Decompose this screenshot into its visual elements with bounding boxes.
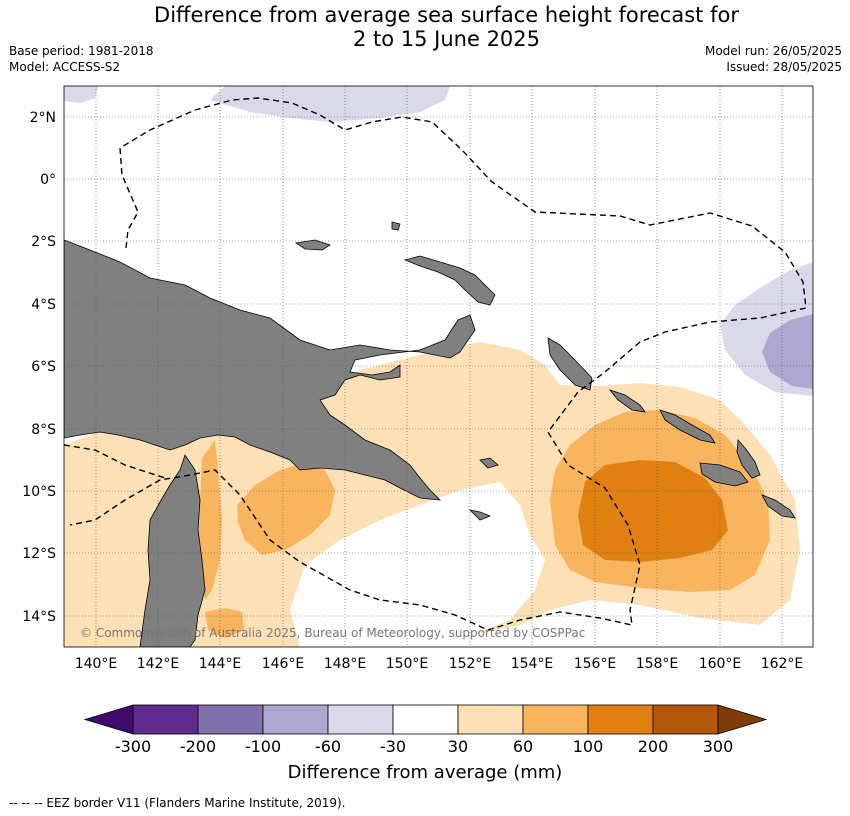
model-run: Model run: 26/05/2025 — [704, 44, 842, 58]
anomaly-region-neg-north — [210, 86, 450, 122]
lat-label: 12°S — [22, 546, 56, 562]
map-title: Difference from average sea surface heig… — [0, 3, 850, 51]
colorbar-cell — [197, 704, 264, 735]
lat-label: 2°N — [30, 110, 56, 126]
model-name: Model: ACCESS-S2 — [9, 60, 121, 74]
colorbar: -300 -200 -100 -60 -30 30 60 100 200 300 Differen… — [83, 704, 768, 783]
anomaly-region-neg-northwest — [64, 86, 98, 103]
colorbar-ticks: -300 -200 -100 -60 -30 30 60 100 200 300 — [115, 737, 733, 756]
lon-label: 140°E — [75, 656, 118, 672]
colorbar-tick-label: 200 — [638, 737, 669, 756]
colorbar-cell — [457, 704, 524, 735]
meta-left: Base period: 1981-2018 Model: ACCESS-S2 — [9, 43, 154, 75]
anomaly-region-neutral-south — [290, 482, 545, 647]
colorbar-tick-label: -300 — [115, 737, 151, 756]
lon-label: 142°E — [137, 656, 180, 672]
latitude-labels: 2°N 0° 2°S 4°S 6°S 8°S 10°S 12°S 14°S — [22, 110, 56, 625]
colorbar-cell — [327, 704, 394, 735]
colorbar-tick-label: 300 — [703, 737, 734, 756]
lat-label: 2°S — [31, 234, 56, 250]
land-solomon-choiseul — [608, 389, 646, 413]
lat-label: 4°S — [31, 297, 56, 313]
issued-date: Issued: 28/05/2025 — [726, 60, 842, 74]
colorbar-tick-label: -30 — [380, 737, 406, 756]
land-solomon-santa-isabel — [659, 409, 716, 444]
land-new-ireland — [294, 239, 331, 251]
lon-label: 160°E — [699, 656, 742, 672]
lon-label: 162°E — [761, 656, 804, 672]
lat-label: 14°S — [22, 609, 56, 625]
lat-label: 8°S — [31, 422, 56, 438]
colorbar-cells — [83, 704, 768, 735]
map-frame — [63, 85, 814, 648]
lon-label: 148°E — [324, 656, 367, 672]
eez-legend: -- -- -- EEZ border V11 (Flanders Marine… — [9, 796, 346, 810]
colorbar-cell — [587, 704, 654, 735]
colorbar-cell — [132, 704, 199, 735]
colorbar-tick-label: 60 — [513, 737, 533, 756]
colorbar-cell — [392, 704, 459, 735]
land-bougainville — [547, 337, 593, 391]
lon-label: 156°E — [574, 656, 617, 672]
colorbar-tick-label: -100 — [245, 737, 281, 756]
colorbar-tick-label: 100 — [573, 737, 604, 756]
land-new-guinea — [64, 239, 476, 501]
lon-label: 144°E — [199, 656, 242, 672]
eez-png-border — [69, 97, 807, 631]
anomaly-region-pos-100-200 — [578, 460, 728, 562]
title-line-1: Difference from average sea surface heig… — [154, 3, 739, 27]
eez-borders — [64, 97, 807, 631]
lat-label: 6°S — [31, 359, 56, 375]
lon-label: 154°E — [511, 656, 554, 672]
map-panel — [64, 86, 813, 647]
land-solomon-malaita — [736, 439, 761, 479]
anomaly-region-pos-60-100-central — [237, 463, 335, 555]
lon-label: 152°E — [449, 656, 492, 672]
colorbar-tick-label: -200 — [180, 737, 216, 756]
land-san-cristobal — [761, 494, 796, 519]
copyright-text: © Commonwealth of Australia 2025, Bureau… — [80, 626, 585, 640]
grid-lines — [64, 86, 813, 647]
colorbar-cell — [262, 704, 329, 735]
land-new-britain — [403, 255, 496, 306]
colorbar-tick-label: -60 — [315, 737, 341, 756]
lon-label: 158°E — [636, 656, 679, 672]
colorbar-cell — [522, 704, 589, 735]
eez-australia-border — [64, 444, 166, 479]
land-cape-york — [139, 454, 206, 647]
anomaly-region-pos-60-100-west — [198, 440, 222, 600]
land-louisiade — [468, 457, 499, 521]
meta-right: Model run: 26/05/2025 Issued: 28/05/2025 — [705, 43, 842, 75]
colorbar-extend-high — [717, 704, 768, 735]
lon-label: 146°E — [262, 656, 305, 672]
colorbar-tick-label: 30 — [448, 737, 468, 756]
land-solomon-guadalcanal — [699, 462, 749, 487]
anomaly-region-pos-60-100-southwest — [205, 608, 244, 638]
longitude-labels: 140°E 142°E 144°E 146°E 148°E 150°E 152°… — [75, 656, 804, 672]
colorbar-cell — [652, 704, 719, 735]
colorbar-label: Difference from average (mm) — [288, 762, 563, 783]
lat-label: 0° — [40, 172, 56, 188]
colorbar-extend-low — [83, 704, 134, 735]
title-line-2: 2 to 15 June 2025 — [352, 27, 541, 51]
lat-label: 10°S — [22, 484, 56, 500]
base-period: Base period: 1981-2018 — [9, 44, 154, 58]
anomaly-region-neg-east-core — [762, 314, 813, 389]
lon-label: 150°E — [386, 656, 429, 672]
land-manus — [391, 221, 401, 231]
